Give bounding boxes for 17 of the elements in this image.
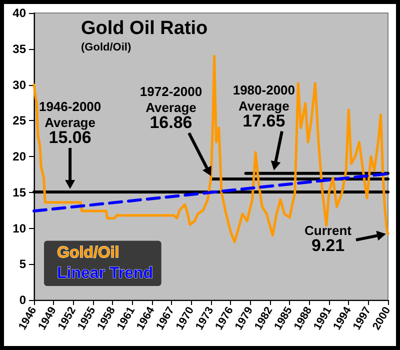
y-tick-label: 0 <box>19 293 26 307</box>
y-tick-label: 35 <box>12 42 26 56</box>
text: Linear Trend <box>57 265 154 282</box>
y-tick-label: 20 <box>12 150 26 164</box>
y-tick-label: 15 <box>12 185 26 200</box>
annotation: 1980-2000 Average 17.65 <box>232 82 296 130</box>
chart-title: Gold Oil Ratio <box>81 18 208 39</box>
y-tick-label: 30 <box>12 78 26 92</box>
y-tick-label: 25 <box>12 114 26 128</box>
annotation: Current 9.21 <box>304 222 352 255</box>
y-tick-label: 40 <box>12 6 26 20</box>
y-tick-label: 10 <box>12 221 26 236</box>
series-label: Gold/Oil <box>57 244 120 262</box>
text: (Gold/Oil) <box>81 42 132 54</box>
y-tick-label: 5 <box>19 257 26 272</box>
annotation: 1972-2000 Average 16.86 <box>140 84 202 132</box>
annotation: 1946-2000 Average 15.06 <box>38 98 102 147</box>
